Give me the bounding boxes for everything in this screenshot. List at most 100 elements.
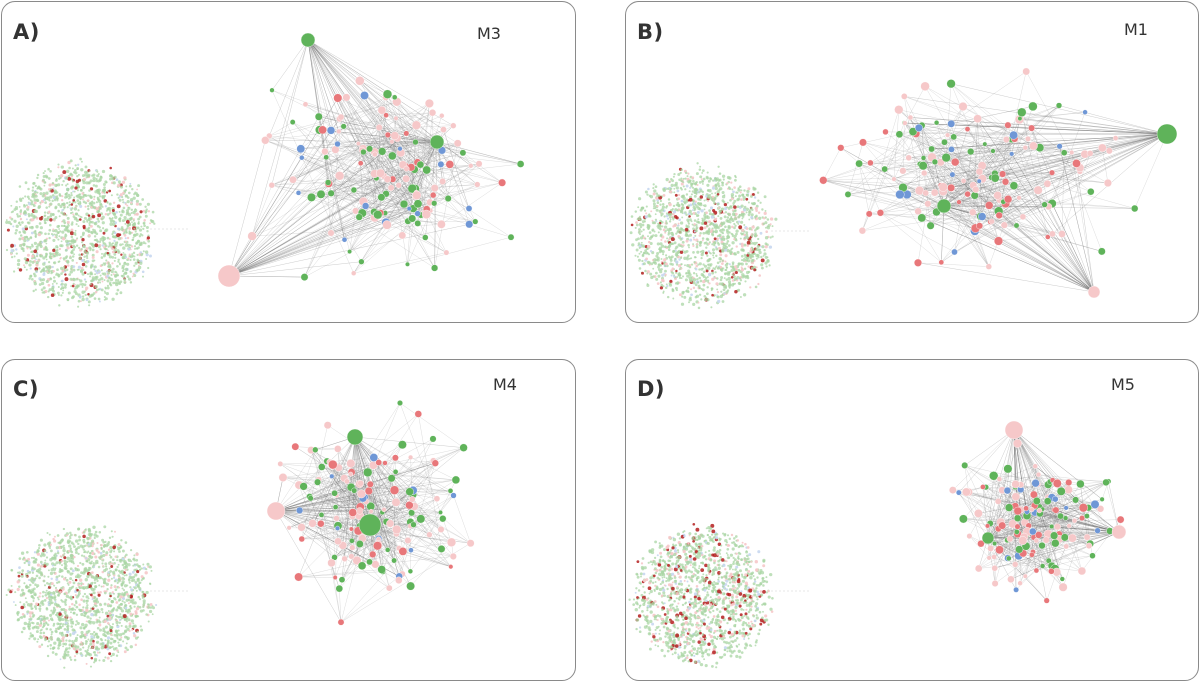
gene-node: [422, 165, 432, 175]
gene-node: [447, 488, 454, 494]
gene-node: [924, 200, 932, 208]
gene-node: [383, 112, 389, 118]
gene-node: [981, 531, 995, 545]
gene-node: [947, 119, 956, 128]
gene-node: [424, 98, 434, 108]
panel-letter: D): [637, 377, 666, 401]
gene-node: [1018, 536, 1028, 546]
gene-node: [1004, 121, 1012, 129]
gene-node: [1032, 463, 1038, 469]
gene-node: [382, 89, 393, 99]
gene-node: [324, 179, 332, 186]
gene-node: [920, 81, 930, 91]
gene-node: [1036, 507, 1043, 514]
gene-node: [430, 184, 439, 193]
gene-node: [989, 471, 999, 481]
gene-node: [326, 126, 336, 135]
gene-node: [1049, 230, 1056, 238]
gene-node: [302, 101, 309, 108]
gene-node: [421, 209, 432, 220]
gene-node: [1004, 503, 1014, 512]
gene-node: [387, 184, 395, 192]
gene-node: [451, 475, 461, 485]
gene-node: [333, 515, 340, 522]
gene-node: [332, 575, 338, 580]
gene-node: [433, 495, 441, 502]
gene-node: [397, 440, 407, 450]
gene-node: [961, 461, 969, 469]
network-graph: [5, 400, 475, 669]
gene-node: [1029, 507, 1035, 513]
gene-node: [327, 189, 335, 197]
gene-node: [1029, 527, 1037, 536]
gene-node: [323, 421, 332, 430]
gene-node: [317, 520, 325, 528]
gene-node: [388, 151, 397, 161]
gene-node: [969, 208, 977, 216]
gene-node: [431, 459, 439, 467]
gene-node: [398, 547, 408, 556]
gene-node: [1084, 513, 1090, 519]
gene-node: [1111, 524, 1127, 540]
gene-node: [1007, 575, 1015, 584]
gene-node: [1094, 527, 1101, 534]
gene-node: [1033, 185, 1043, 195]
gene-node: [355, 141, 361, 147]
gene-node: [951, 248, 958, 256]
gene-node: [964, 190, 971, 198]
gene-node: [921, 169, 928, 177]
module-subnetwork: [266, 400, 475, 626]
gene-node: [1064, 485, 1073, 495]
gene-node: [974, 564, 983, 573]
gene-node: [908, 127, 918, 136]
gene-node: [995, 545, 1004, 555]
gene-node: [346, 459, 356, 468]
gene-node: [431, 200, 438, 207]
gene-node: [920, 155, 927, 161]
gene-node: [355, 213, 363, 221]
gene-node: [941, 152, 951, 163]
gene-node: [414, 220, 422, 227]
gene-node: [960, 178, 967, 184]
gene-node: [922, 189, 930, 197]
gene-node: [990, 173, 1000, 183]
gene-node: [449, 552, 457, 560]
gene-node: [895, 130, 904, 139]
gene-node: [1059, 576, 1065, 582]
gene-node: [1013, 529, 1020, 535]
gene-node: [373, 210, 383, 220]
gene-node: [450, 492, 457, 499]
gene-node: [385, 547, 391, 553]
gene-node: [327, 558, 336, 568]
gene-node: [328, 459, 338, 470]
gene-node: [395, 576, 403, 585]
gene-node: [403, 165, 410, 172]
module-label: M4: [493, 375, 517, 394]
gene-node: [1002, 136, 1010, 143]
gene-node: [297, 523, 306, 532]
gene-node: [1052, 478, 1062, 488]
gene-node: [1029, 490, 1038, 499]
gene-node: [1038, 541, 1046, 550]
gene-node: [992, 541, 998, 546]
gene-node: [972, 185, 980, 194]
gene-node: [844, 191, 852, 198]
gene-node: [985, 263, 992, 270]
gene-node: [914, 123, 923, 132]
gene-node: [1065, 478, 1073, 487]
gene-node: [1025, 135, 1031, 142]
gene-node: [995, 211, 1003, 219]
gene-node: [1009, 181, 1019, 190]
gene-node: [926, 221, 935, 230]
gene-node: [1062, 515, 1069, 521]
gene-node: [1039, 563, 1046, 569]
gene-node: [1043, 179, 1052, 188]
gene-node: [361, 202, 370, 210]
gene-node: [987, 545, 994, 552]
gene-node: [1131, 204, 1139, 213]
gene-node: [938, 182, 948, 192]
gene-node: [269, 87, 275, 93]
gene-node: [1034, 531, 1043, 539]
gene-node: [990, 148, 996, 154]
gene-node: [384, 131, 391, 138]
